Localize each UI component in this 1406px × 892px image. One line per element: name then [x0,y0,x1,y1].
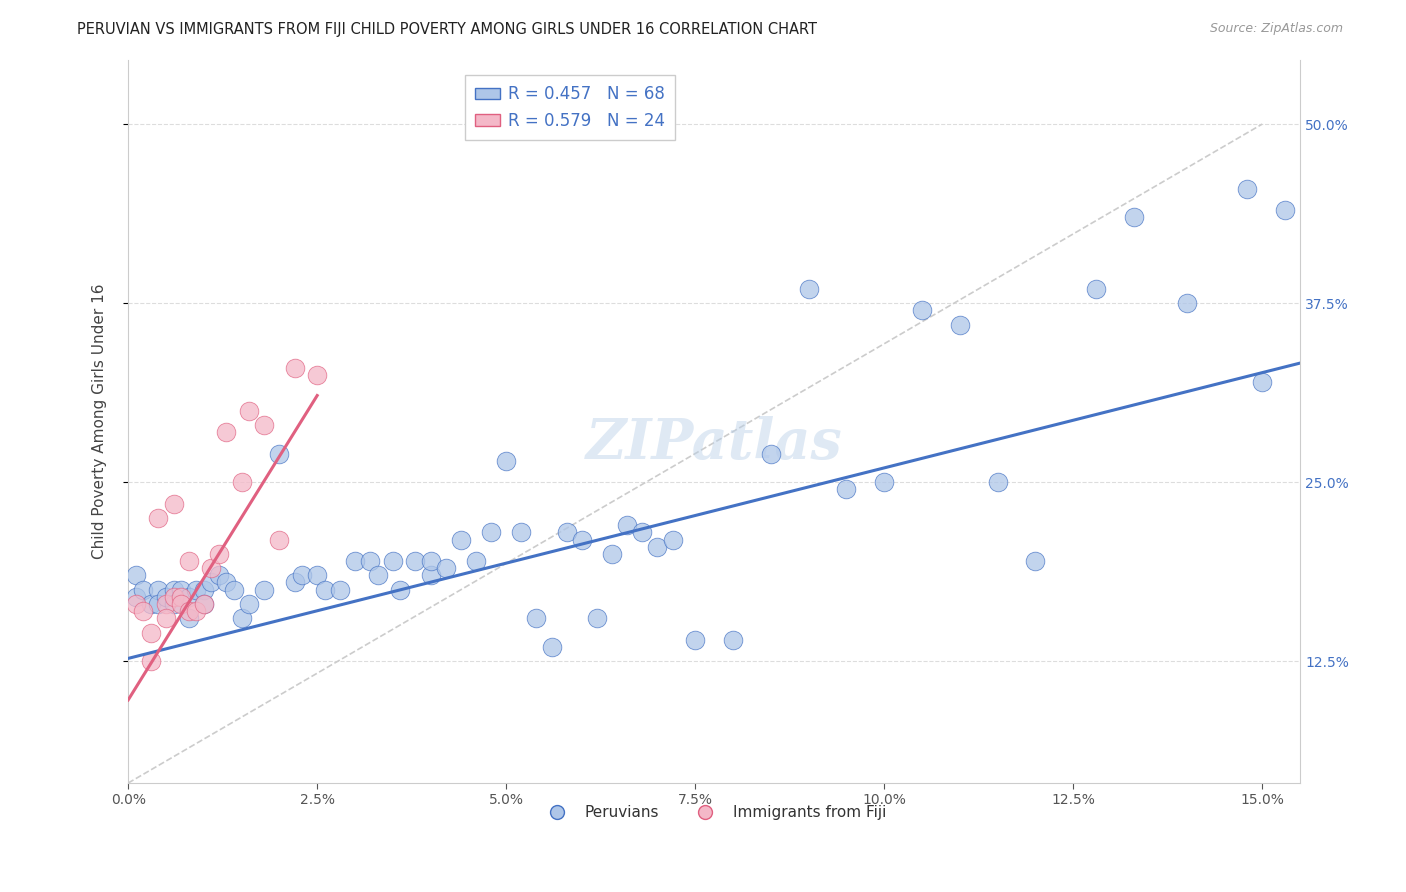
Point [125,590,148,604]
Point [314,582,336,597]
Point [170,597,193,611]
Point [215,425,238,439]
Point [495,453,517,467]
Point [1251,375,1274,389]
Point [571,533,593,547]
Point [148,597,170,611]
Point [125,568,148,582]
Point [367,568,389,582]
Point [148,511,170,525]
Point [389,582,412,597]
Point [683,632,706,647]
Point [186,582,208,597]
Point [586,611,609,625]
Point [307,568,329,582]
Point [193,597,215,611]
Point [759,446,782,460]
Point [170,582,193,597]
Point [148,582,170,597]
Point [283,575,305,590]
Point [949,318,972,332]
Point [1236,181,1258,195]
Text: Source: ZipAtlas.com: Source: ZipAtlas.com [1209,22,1343,36]
Point [186,604,208,618]
Point [987,475,1010,490]
Point [419,554,441,568]
Point [238,597,260,611]
Point [253,582,276,597]
Point [404,554,426,568]
Point [631,525,654,540]
Point [193,597,215,611]
Point [1274,202,1296,217]
Point [381,554,404,568]
Point [873,475,896,490]
Text: ZIPatlas: ZIPatlas [586,416,842,470]
Point [911,303,934,318]
Point [139,625,162,640]
Point [343,554,366,568]
Point [177,604,200,618]
Point [616,518,638,533]
Point [208,568,231,582]
Point [215,575,238,590]
Point [1122,210,1144,224]
Point [510,525,533,540]
Y-axis label: Child Poverty Among Girls Under 16: Child Poverty Among Girls Under 16 [93,284,107,559]
Point [291,568,314,582]
Point [200,561,222,575]
Point [661,533,683,547]
Point [155,611,177,625]
Point [540,640,562,654]
Point [359,554,381,568]
Point [1024,554,1046,568]
Point [647,540,669,554]
Point [450,533,472,547]
Point [419,568,441,582]
Point [177,590,200,604]
Point [600,547,623,561]
Point [434,561,457,575]
Point [269,533,291,547]
Text: PERUVIAN VS IMMIGRANTS FROM FIJI CHILD POVERTY AMONG GIRLS UNDER 16 CORRELATION : PERUVIAN VS IMMIGRANTS FROM FIJI CHILD P… [77,22,817,37]
Point [177,611,200,625]
Point [155,597,177,611]
Point [307,368,329,382]
Point [132,604,155,618]
Point [162,497,184,511]
Point [465,554,488,568]
Point [200,575,222,590]
Point [1175,296,1198,310]
Point [231,475,253,490]
Legend: Peruvians, Immigrants from Fiji: Peruvians, Immigrants from Fiji [536,799,893,826]
Point [139,597,162,611]
Point [162,597,184,611]
Point [162,582,184,597]
Point [125,597,148,611]
Point [155,590,177,604]
Point [526,611,548,625]
Point [555,525,578,540]
Point [139,654,162,668]
Point [162,590,184,604]
Point [193,582,215,597]
Point [177,554,200,568]
Point [132,582,155,597]
Point [283,360,305,375]
Point [222,582,245,597]
Point [231,611,253,625]
Point [329,582,352,597]
Point [797,282,820,296]
Point [835,483,858,497]
Point [253,417,276,432]
Point [1084,282,1107,296]
Point [238,403,260,417]
Point [269,446,291,460]
Point [208,547,231,561]
Point [479,525,502,540]
Point [170,590,193,604]
Point [721,632,744,647]
